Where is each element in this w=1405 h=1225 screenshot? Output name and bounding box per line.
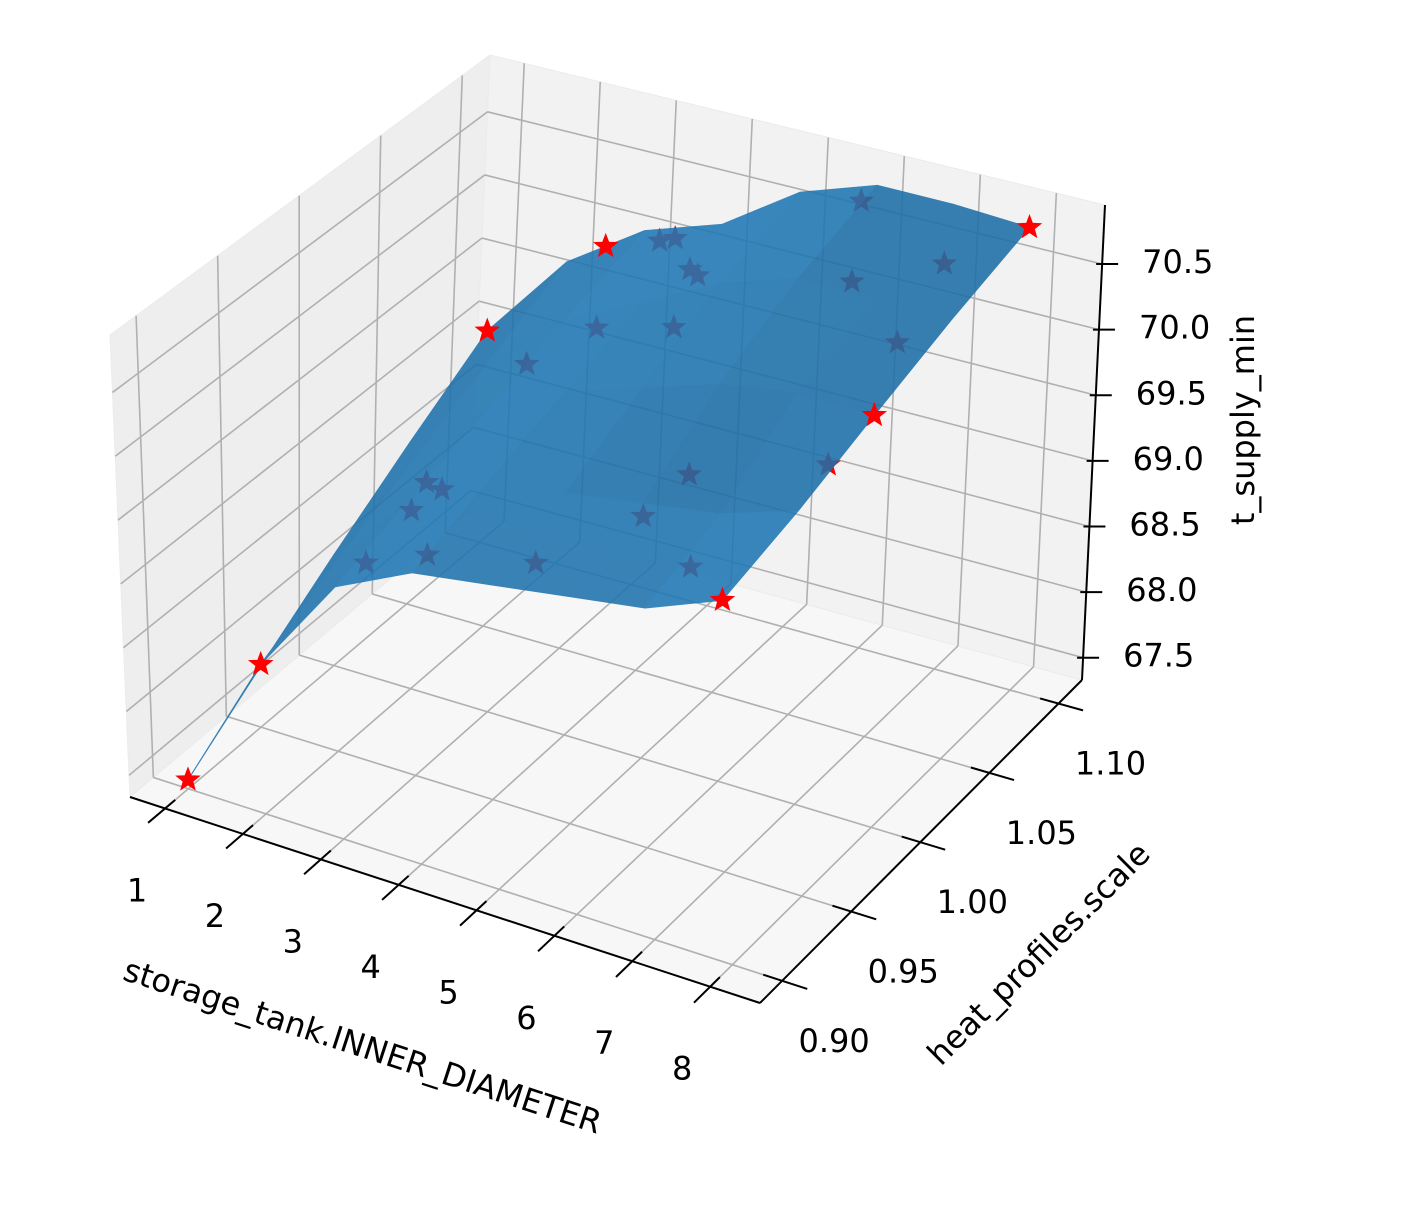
x-tick-label: 7: [594, 1024, 614, 1062]
grid-line: [1032, 193, 1058, 667]
x-tick-label: 8: [672, 1050, 692, 1088]
tick-mark: [901, 835, 946, 851]
x-tick-label: 1: [127, 871, 147, 909]
tick-mark: [537, 925, 565, 953]
y-tick-label: 1.00: [937, 883, 1008, 921]
tick-mark: [225, 824, 254, 850]
z-tick-label: 68.5: [1129, 505, 1200, 543]
tick-mark: [615, 951, 643, 978]
grid-line: [475, 603, 808, 911]
grid-line: [117, 237, 483, 521]
sample-point: [175, 766, 201, 791]
tick-mark: [1039, 697, 1084, 712]
z-tick-label: 69.0: [1133, 440, 1204, 478]
axes: [129, 204, 1119, 1004]
grid-line: [320, 562, 656, 860]
grid-line: [112, 111, 488, 394]
grid-line: [372, 593, 990, 774]
z-tick-label: 67.5: [1123, 637, 1194, 675]
sample-point: [592, 232, 619, 258]
tick-mark: [693, 976, 721, 1004]
grid-line: [709, 666, 1035, 988]
z-axis-label: t_supply_min: [1224, 315, 1262, 525]
y-tick-label: 1.05: [1006, 814, 1077, 852]
tick-mark: [381, 875, 410, 901]
sample-point: [861, 401, 888, 427]
grid-line: [226, 715, 852, 913]
surface: [187, 184, 1030, 781]
z-tick-label: 69.5: [1136, 374, 1207, 412]
grid-line: [153, 776, 783, 982]
axis-line: [129, 796, 761, 1004]
z-tick-label: 70.0: [1139, 309, 1210, 347]
grid-line: [114, 174, 486, 457]
grid-line: [123, 363, 477, 649]
tick-mark: [303, 849, 332, 875]
grid-line: [120, 300, 480, 585]
grid-line: [299, 654, 921, 843]
visible-points: [175, 213, 1043, 791]
grid-line: [242, 541, 581, 835]
grid-line: [398, 583, 732, 886]
y-tick-label: 1.10: [1075, 745, 1146, 783]
grid-line: [631, 645, 959, 962]
grid-line: [553, 624, 883, 937]
tick-mark: [832, 904, 877, 921]
z-tick-label: 70.5: [1142, 243, 1213, 281]
grid-line: [216, 255, 228, 717]
x-tick-label: 3: [283, 922, 303, 960]
surface-patch: [644, 510, 799, 609]
x-tick-label: 2: [205, 897, 225, 935]
x-tick-label: 5: [438, 973, 458, 1011]
y-axis-label: heat_profiles.scale: [920, 835, 1158, 1073]
y-tick-label: 0.90: [798, 1022, 869, 1060]
sample-point: [1016, 213, 1043, 239]
z-tick-label: 68.0: [1126, 571, 1197, 609]
tick-mark: [970, 766, 1015, 781]
sample-point: [474, 317, 501, 342]
grid-line: [135, 315, 155, 778]
y-tick-label: 0.95: [868, 953, 939, 991]
x-tick-label: 4: [360, 948, 380, 986]
x-tick-label: 6: [516, 999, 536, 1037]
sample-point: [247, 650, 274, 676]
tick-mark: [459, 900, 488, 927]
tick-mark: [762, 973, 808, 990]
axis-line: [1081, 204, 1106, 681]
tick-mark: [147, 799, 176, 824]
sample-point: [709, 586, 736, 612]
